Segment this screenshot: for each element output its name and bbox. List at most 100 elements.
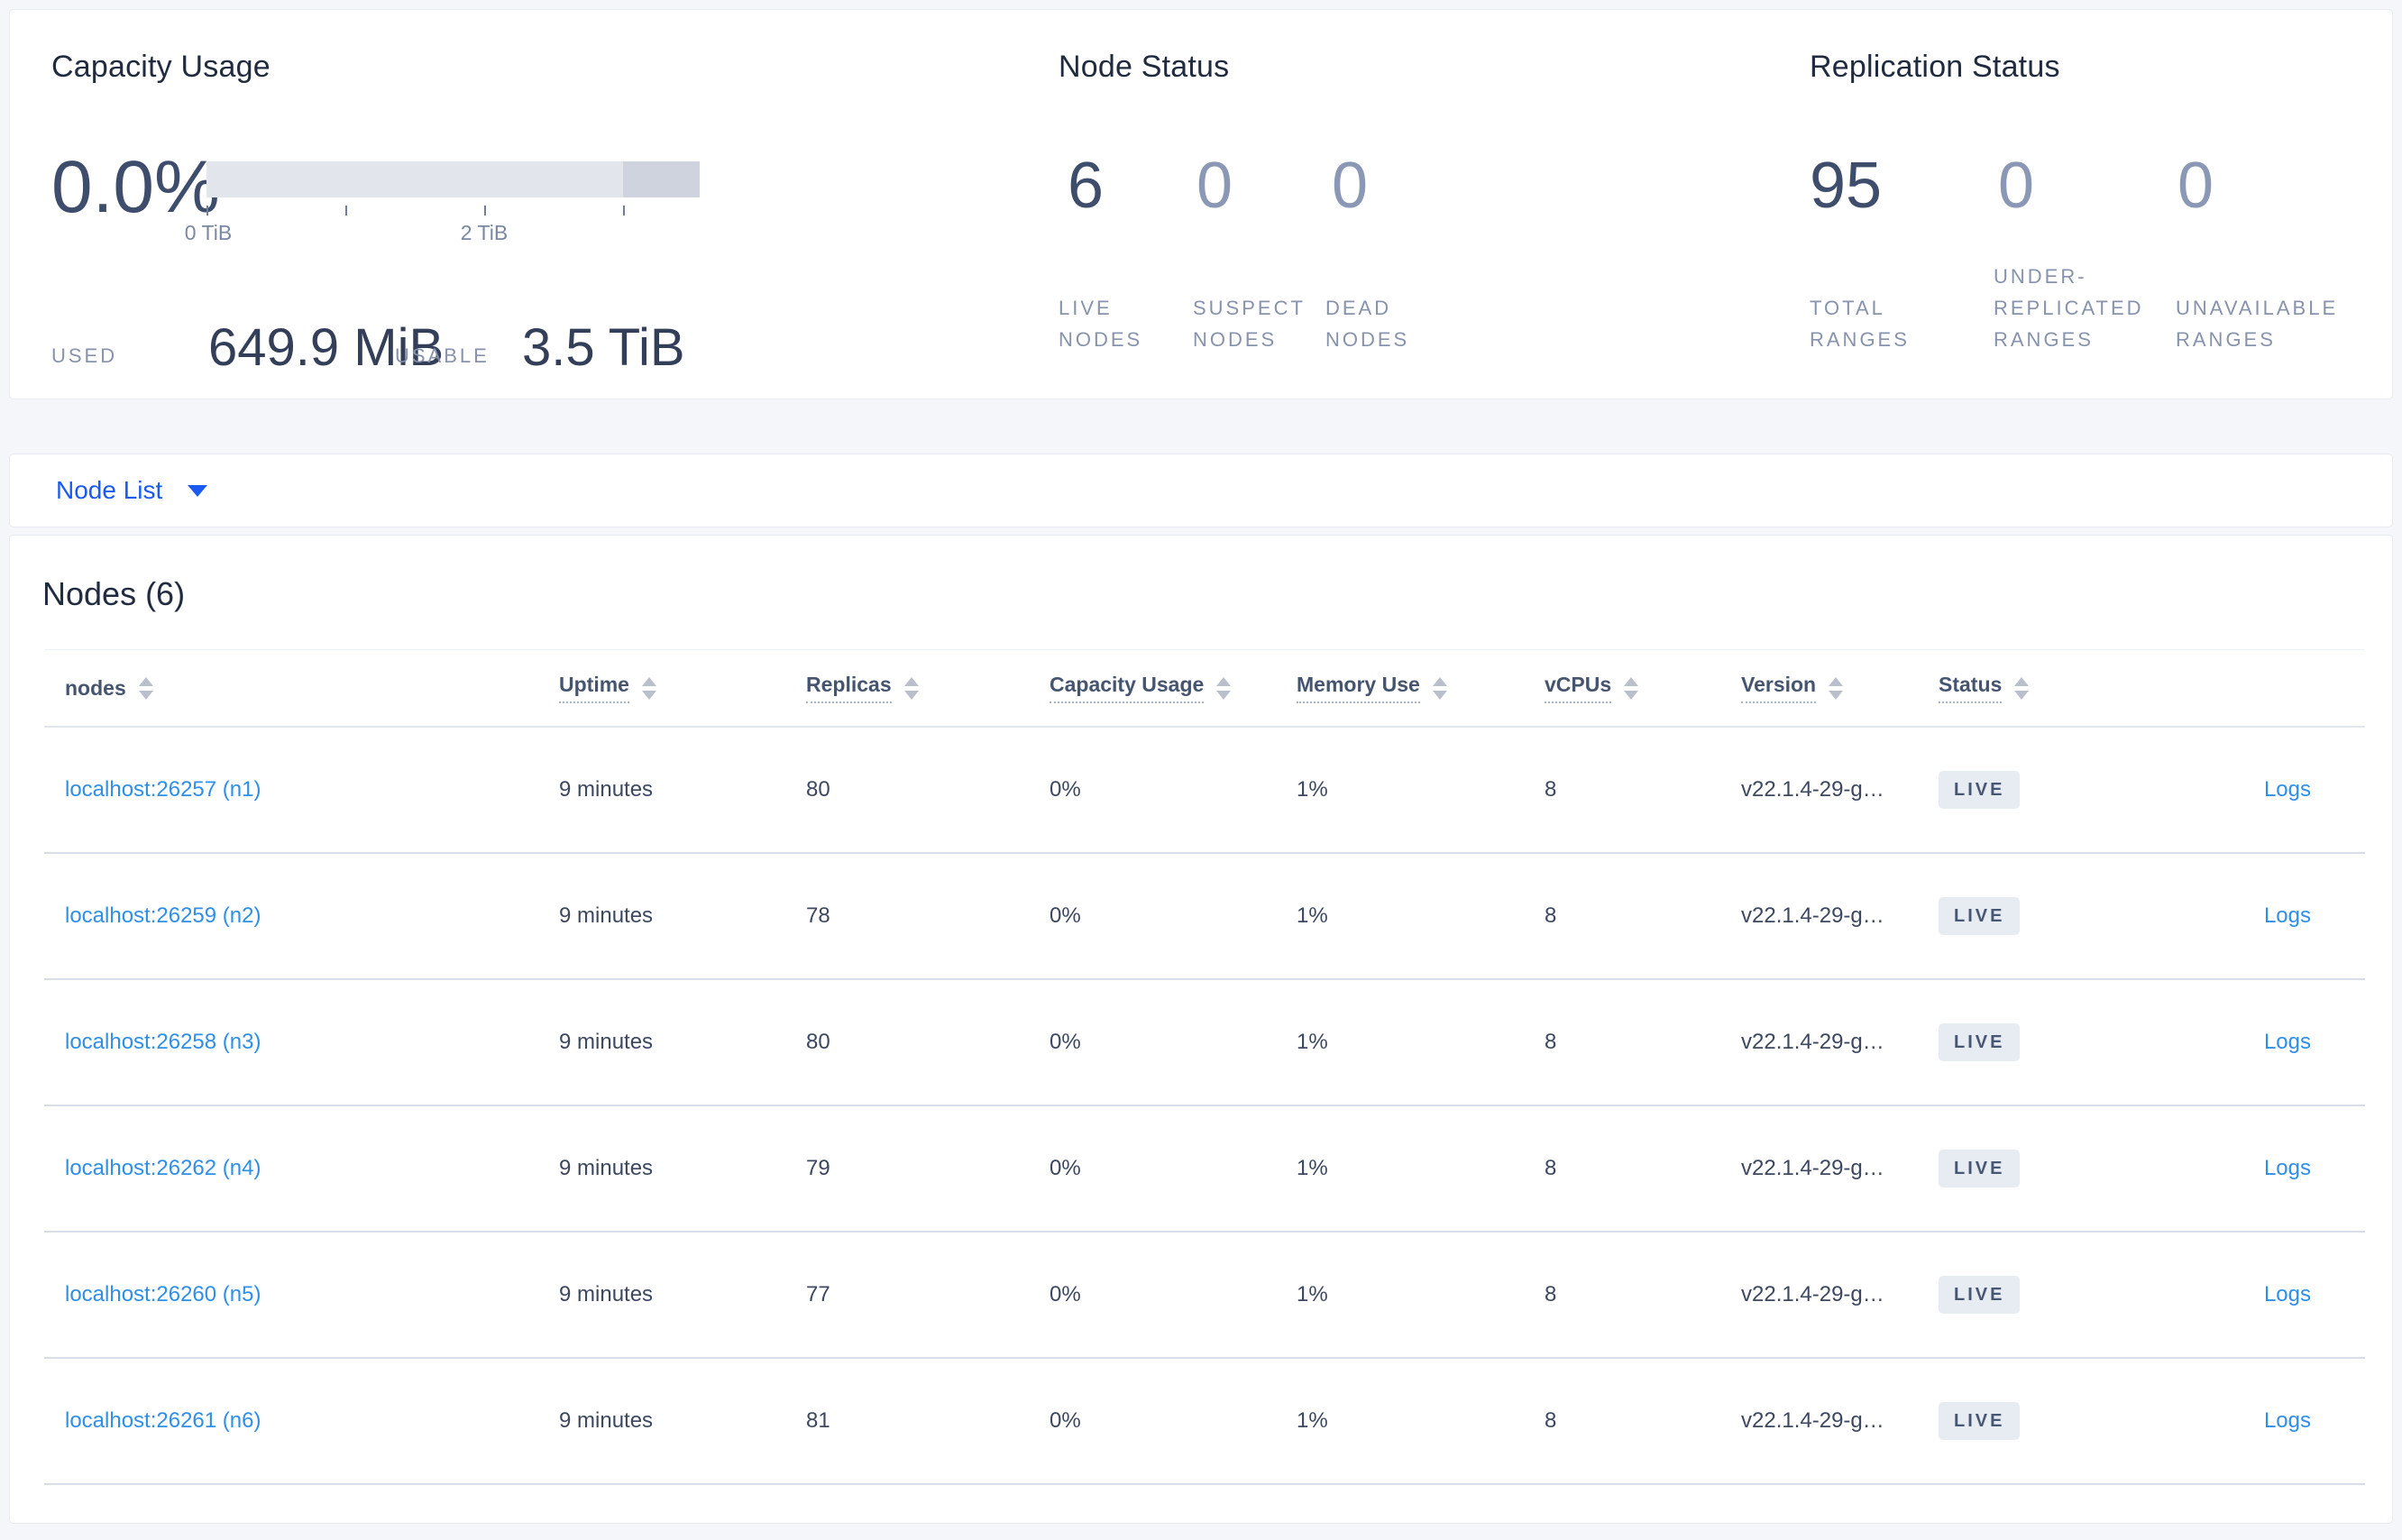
- status-badge: LIVE: [1939, 1023, 2021, 1061]
- node-status-section: Node Status 6 0 0 LIVE NODES SUSPECT NOD…: [1059, 10, 1762, 399]
- vcpus-cell: 8: [1545, 1156, 1557, 1180]
- vcpus-cell: 8: [1545, 1282, 1557, 1306]
- logs-link[interactable]: Logs: [2263, 1030, 2311, 1054]
- table-row: localhost:26258 (n3) 9 minutes 80 0% 1% …: [44, 980, 2365, 1106]
- dead-nodes-count: 0: [1332, 150, 1369, 222]
- table-row: localhost:26260 (n5) 9 minutes 77 0% 1% …: [44, 1233, 2365, 1359]
- capacity-usage-cell: 0%: [1050, 1156, 1081, 1180]
- dead-nodes-label: DEAD NODES: [1325, 297, 1410, 351]
- column-header-status[interactable]: Status: [1939, 673, 2156, 703]
- node-address-link[interactable]: localhost:26257 (n1): [65, 777, 261, 802]
- node-address-link[interactable]: localhost:26261 (n6): [65, 1408, 261, 1433]
- axis-tick: [345, 206, 347, 215]
- column-header-capacity-usage[interactable]: Capacity Usage: [1050, 673, 1297, 703]
- column-header-version[interactable]: Version: [1741, 673, 1939, 703]
- version-cell: v22.1.4-29-g…: [1741, 1282, 1884, 1306]
- total-ranges-label: TOTAL RANGES: [1810, 297, 1910, 351]
- status-badge: LIVE: [1939, 897, 2021, 935]
- column-header-replicas[interactable]: Replicas: [806, 673, 1050, 703]
- memory-use-cell: 1%: [1297, 777, 1328, 802]
- usable-value: 3.5 TiB: [522, 318, 685, 377]
- suspect-nodes-count: 0: [1196, 150, 1233, 222]
- column-header-vcpus[interactable]: vCPUs: [1545, 673, 1741, 703]
- column-header-memory-use[interactable]: Memory Use: [1297, 673, 1545, 703]
- replication-status-title: Replication Status: [1810, 50, 2060, 84]
- sort-arrows-icon: [1432, 676, 1447, 700]
- vcpus-cell: 8: [1545, 903, 1557, 928]
- logs-link[interactable]: Logs: [2263, 903, 2311, 928]
- under-replicated-label: UNDER-REPLICATED RANGES: [1994, 265, 2144, 351]
- logs-link[interactable]: Logs: [2263, 1282, 2311, 1306]
- uptime-cell: 9 minutes: [559, 777, 654, 802]
- memory-use-cell: 1%: [1297, 1030, 1328, 1054]
- uptime-cell: 9 minutes: [559, 1408, 654, 1433]
- version-cell: v22.1.4-29-g…: [1741, 1408, 1884, 1433]
- table-row: localhost:26259 (n2) 9 minutes 78 0% 1% …: [44, 854, 2365, 980]
- unavailable-ranges-label: UNAVAILABLE RANGES: [2176, 297, 2339, 351]
- version-cell: v22.1.4-29-g…: [1741, 1156, 1884, 1180]
- logs-link[interactable]: Logs: [2263, 1408, 2311, 1433]
- logs-link[interactable]: Logs: [2263, 777, 2311, 802]
- capacity-usage-cell: 0%: [1050, 1030, 1081, 1054]
- node-list-dropdown-label: Node List: [56, 476, 163, 504]
- node-list-dropdown[interactable]: Node List: [56, 476, 208, 505]
- table-header-row: nodes Uptime Replicas Capacity Usage Mem…: [44, 649, 2365, 728]
- version-cell: v22.1.4-29-g…: [1741, 903, 1884, 928]
- status-badge: LIVE: [1939, 771, 2021, 809]
- axis-tick: [206, 206, 208, 215]
- replicas-cell: 78: [806, 903, 830, 928]
- uptime-cell: 9 minutes: [559, 1030, 654, 1054]
- capacity-usage-title: Capacity Usage: [51, 50, 270, 84]
- memory-use-cell: 1%: [1297, 1408, 1328, 1433]
- memory-use-cell: 1%: [1297, 903, 1328, 928]
- node-address-link[interactable]: localhost:26258 (n3): [65, 1030, 261, 1054]
- live-nodes-label: LIVE NODES: [1059, 297, 1143, 351]
- nodes-panel: Nodes (6) nodes Uptime Replicas Capacity…: [9, 535, 2393, 1524]
- capacity-bar-dark-segment: [623, 161, 700, 197]
- suspect-nodes-label: SUSPECT NODES: [1193, 297, 1306, 351]
- uptime-cell: 9 minutes: [559, 1282, 654, 1306]
- node-address-link[interactable]: localhost:26262 (n4): [65, 1156, 261, 1180]
- capacity-usage-cell: 0%: [1050, 777, 1081, 802]
- sort-arrows-icon: [1216, 676, 1232, 700]
- cluster-summary-panel: Capacity Usage 0.0% 0 TiB 2 TiB USED 649…: [9, 9, 2393, 399]
- status-badge: LIVE: [1939, 1150, 2021, 1187]
- column-header-uptime[interactable]: Uptime: [559, 673, 806, 703]
- uptime-cell: 9 minutes: [559, 1156, 654, 1180]
- node-address-link[interactable]: localhost:26259 (n2): [65, 903, 261, 928]
- capacity-percent: 0.0%: [51, 146, 220, 228]
- nodes-heading: Nodes (6): [42, 575, 186, 612]
- axis-label-0tib: 0 TiB: [184, 221, 233, 244]
- chevron-down-icon: [188, 484, 208, 497]
- used-value: 649.9 MiB: [208, 318, 445, 377]
- sort-arrows-icon: [1829, 676, 1844, 700]
- node-address-link[interactable]: localhost:26260 (n5): [65, 1282, 261, 1306]
- column-header-nodes[interactable]: nodes: [65, 676, 559, 701]
- replicas-cell: 79: [806, 1156, 830, 1180]
- memory-use-cell: 1%: [1297, 1156, 1328, 1180]
- axis-tick: [623, 206, 625, 215]
- sort-arrows-icon: [138, 676, 153, 700]
- vcpus-cell: 8: [1545, 777, 1557, 802]
- total-ranges-count: 95: [1810, 150, 1883, 222]
- table-row: localhost:26262 (n4) 9 minutes 79 0% 1% …: [44, 1106, 2365, 1233]
- live-nodes-count: 6: [1068, 150, 1105, 222]
- used-label: USED: [51, 344, 118, 367]
- version-cell: v22.1.4-29-g…: [1741, 777, 1884, 802]
- replicas-cell: 81: [806, 1408, 830, 1433]
- under-replicated-count: 0: [1998, 150, 2035, 222]
- nodes-table: nodes Uptime Replicas Capacity Usage Mem…: [10, 649, 2392, 1485]
- axis-label-2tib: 2 TiB: [460, 221, 509, 244]
- status-badge: LIVE: [1939, 1402, 2021, 1440]
- capacity-usage-section: Capacity Usage 0.0% 0 TiB 2 TiB USED 649…: [51, 10, 1007, 399]
- memory-use-cell: 1%: [1297, 1282, 1328, 1306]
- vcpus-cell: 8: [1545, 1408, 1557, 1433]
- table-body: localhost:26257 (n1) 9 minutes 80 0% 1% …: [10, 728, 2392, 1485]
- logs-link[interactable]: Logs: [2263, 1156, 2311, 1180]
- replicas-cell: 77: [806, 1282, 830, 1306]
- vcpus-cell: 8: [1545, 1030, 1557, 1054]
- capacity-bar: 0 TiB 2 TiB: [185, 161, 700, 244]
- capacity-bar-track: [206, 161, 700, 197]
- sort-arrows-icon: [903, 676, 919, 700]
- axis-tick: [484, 206, 486, 215]
